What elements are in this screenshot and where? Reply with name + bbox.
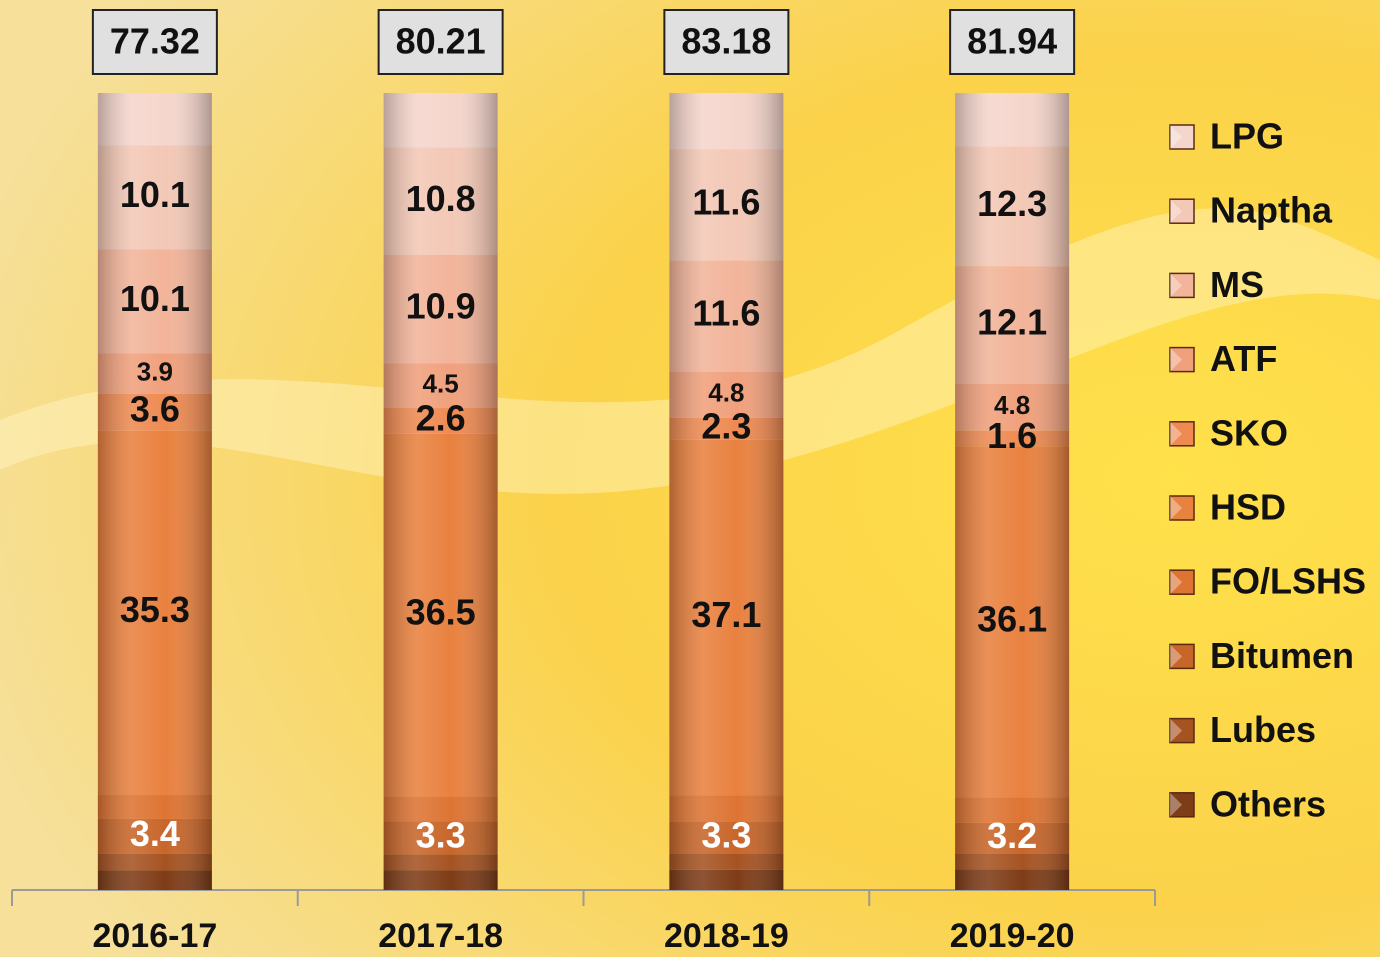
legend-label: ATF xyxy=(1210,338,1277,379)
segment-label: 4.8 xyxy=(708,378,744,408)
segment-label: 2.6 xyxy=(416,397,466,438)
total-label: 77.32 xyxy=(110,21,200,62)
segment-label: 10.1 xyxy=(120,278,190,319)
legend-label: Lubes xyxy=(1210,709,1316,750)
segment-label: 3.2 xyxy=(987,815,1037,856)
x-tick-label: 2016-17 xyxy=(92,917,217,955)
legend-label: LPG xyxy=(1210,116,1284,157)
x-tick-label: 2017-18 xyxy=(378,917,503,955)
segment-label: 4.8 xyxy=(994,390,1030,420)
segment-label: 35.3 xyxy=(120,589,190,630)
total-label: 81.94 xyxy=(967,21,1057,62)
segment-label: 10.1 xyxy=(120,174,190,215)
segment-label: 3.4 xyxy=(130,813,180,854)
chart: 3.4 35.3 3.63.9 10.1 10.1 77.32 2016-17 3.3 36.5… xyxy=(0,0,1380,957)
segment-label: 10.9 xyxy=(406,286,476,327)
legend-label: Bitumen xyxy=(1210,635,1354,676)
segment-label: 3.3 xyxy=(416,814,466,855)
segment-label: 2.3 xyxy=(701,405,751,446)
segment-label: 10.8 xyxy=(406,178,476,219)
segment-label: 4.5 xyxy=(423,369,459,399)
segment-label: 3.6 xyxy=(130,389,180,430)
legend-label: Others xyxy=(1210,783,1326,824)
legend-label: FO/LSHS xyxy=(1210,561,1366,602)
legend-label: Naptha xyxy=(1210,190,1333,231)
legend-label: MS xyxy=(1210,264,1264,305)
segment-label: 12.1 xyxy=(977,302,1047,343)
segment-label: 1.6 xyxy=(987,415,1037,456)
legend-label: HSD xyxy=(1210,487,1286,528)
segment-label: 12.3 xyxy=(977,183,1047,224)
segment-label: 37.1 xyxy=(691,594,761,635)
x-tick-label: 2018-19 xyxy=(664,917,789,955)
legend-label: SKO xyxy=(1210,412,1288,453)
total-label: 80.21 xyxy=(396,21,486,62)
segment-label: 3.3 xyxy=(701,814,751,855)
segment-label: 3.9 xyxy=(137,356,173,386)
segment-label: 36.1 xyxy=(977,598,1047,639)
total-label: 83.18 xyxy=(681,21,771,62)
segment-label: 11.6 xyxy=(692,293,760,334)
segment-label: 36.5 xyxy=(406,592,476,633)
x-tick-label: 2019-20 xyxy=(950,917,1075,955)
segment-label: 11.6 xyxy=(692,182,760,223)
